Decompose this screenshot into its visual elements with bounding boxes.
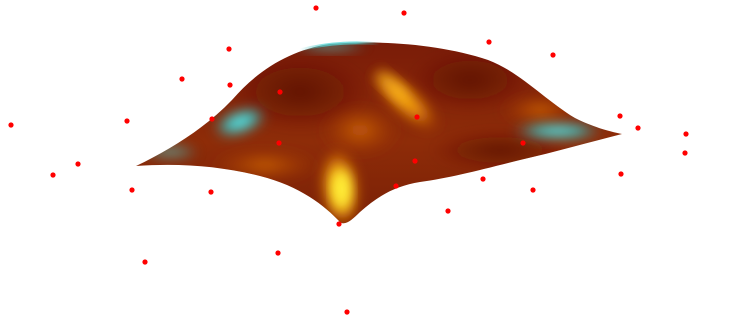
scatter-point [486,39,492,45]
scatter-point [75,161,81,167]
surface-cyan-right [512,122,604,140]
surface-rim [299,41,381,52]
surface-cyan-leftedge [140,144,200,160]
scatter-point [344,309,350,315]
scatter-point [336,221,342,227]
scatter-point [683,131,689,137]
scatter-point [550,52,556,58]
surface-cyan-left [213,106,267,138]
scatter-point [635,125,641,131]
scatter-point [520,140,526,146]
scatter-point [124,118,130,124]
scatter-point [50,172,56,178]
scatter-point [445,208,451,214]
scatter-point [480,176,486,182]
scatter-point [401,10,407,16]
surface-mesh [136,41,622,224]
scatter-point [227,82,233,88]
scatter-point [209,116,215,122]
surface-glow-center [320,104,400,156]
scatter-point [129,187,135,193]
scatter-point [393,183,399,189]
scatter-point [226,46,232,52]
scatter-point [412,158,418,164]
scatter-point [530,187,536,193]
scatter-point [313,5,319,11]
scatter-points [8,5,689,315]
scatter-point [617,113,623,119]
scatter-point [142,259,148,265]
scatter-point [8,122,14,128]
scatter-point [682,150,688,156]
scatter-point [618,171,624,177]
surface-glow-lowerleft [210,149,320,181]
scatter-point [179,76,185,82]
scatter-point [276,140,282,146]
scatter-point [414,114,420,120]
scatter-point [277,89,283,95]
scatter-point [208,189,214,195]
scatter-point [275,250,281,256]
surface-glow-right [500,94,580,126]
